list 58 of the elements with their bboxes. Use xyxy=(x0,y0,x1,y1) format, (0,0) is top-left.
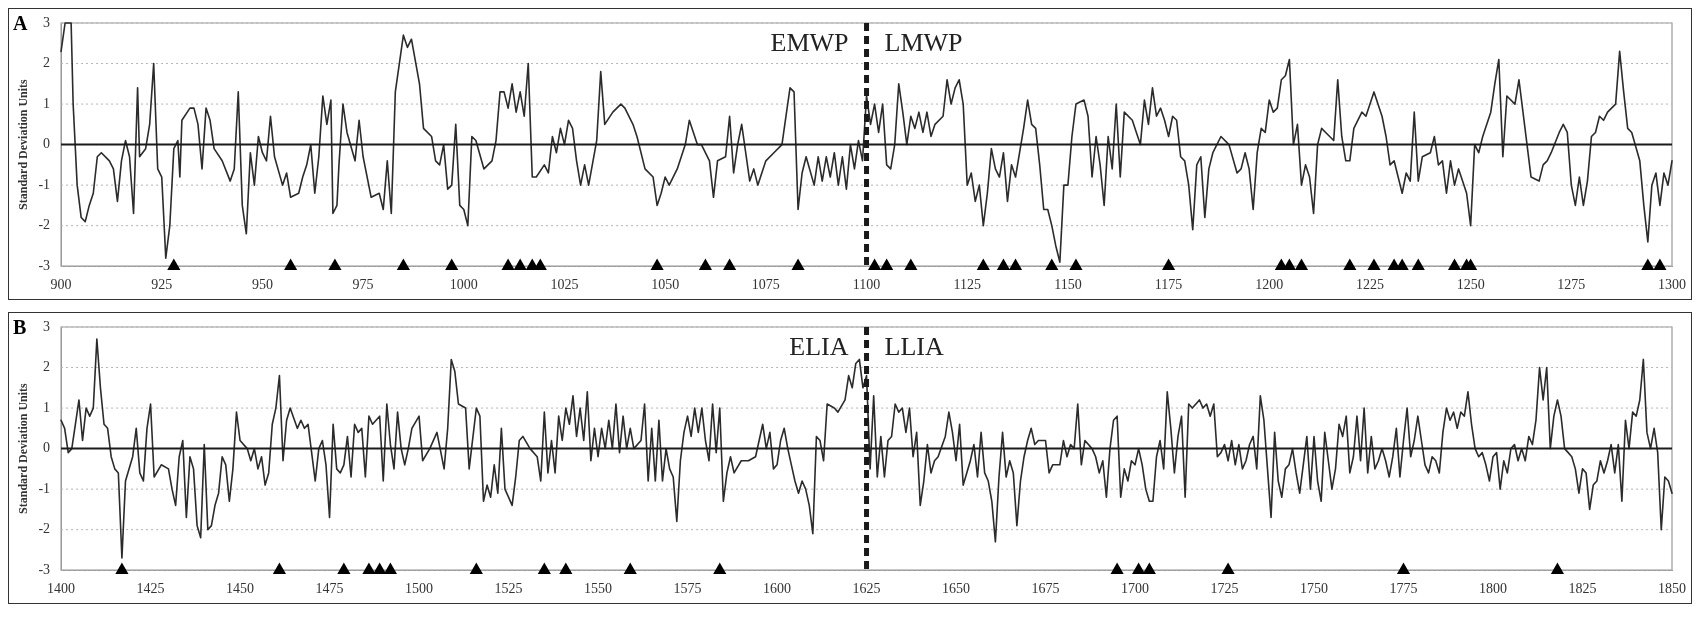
y-tick-label: -3 xyxy=(38,561,51,577)
x-tick-label: 925 xyxy=(151,277,173,293)
annotation: LLIA xyxy=(884,331,944,361)
y-tick-label: 1 xyxy=(43,399,51,415)
x-tick-label: 1475 xyxy=(315,581,344,597)
x-tick-label: 1850 xyxy=(1658,581,1686,597)
x-tick-label: 900 xyxy=(50,277,72,293)
y-tick-label: 0 xyxy=(43,440,51,456)
y-tick-label: 0 xyxy=(43,136,51,152)
x-tick-label: 975 xyxy=(352,277,374,293)
x-tick-label: 1025 xyxy=(550,277,579,293)
x-tick-label: 1300 xyxy=(1658,277,1686,293)
annotation: EMWP xyxy=(770,27,849,57)
y-tick-label: -1 xyxy=(38,176,51,192)
y-tick-label: -1 xyxy=(38,480,51,496)
x-tick-label: 1200 xyxy=(1255,277,1284,293)
x-tick-label: 1150 xyxy=(1054,277,1082,293)
x-tick-label: 1775 xyxy=(1389,581,1418,597)
x-tick-label: 950 xyxy=(251,277,273,293)
x-tick-label: 1400 xyxy=(47,581,76,597)
x-tick-label: 1100 xyxy=(852,277,881,293)
y-tick-label: -2 xyxy=(38,217,51,233)
x-tick-label: 1675 xyxy=(1031,581,1060,597)
x-tick-label: 1225 xyxy=(1355,277,1384,293)
y-tick-label: -3 xyxy=(38,257,51,273)
x-tick-label: 1000 xyxy=(449,277,478,293)
x-tick-label: 1625 xyxy=(852,581,881,597)
annotation: LMWP xyxy=(884,27,963,57)
y-axis-title: Standard Deviation Units xyxy=(16,78,31,210)
x-tick-label: 1050 xyxy=(651,277,680,293)
y-tick-label: 2 xyxy=(43,359,51,375)
y-tick-label: 1 xyxy=(43,95,51,111)
chart-title: A xyxy=(13,12,28,35)
x-tick-label: 1575 xyxy=(673,581,702,597)
x-tick-label: 1250 xyxy=(1456,277,1485,293)
x-tick-label: 1425 xyxy=(136,581,165,597)
x-tick-label: 1600 xyxy=(763,581,792,597)
x-tick-label: 1550 xyxy=(584,581,613,597)
y-tick-label: 3 xyxy=(43,14,51,30)
x-tick-label: 1500 xyxy=(405,581,434,597)
annotation: ELIA xyxy=(789,331,849,361)
x-tick-label: 1125 xyxy=(953,277,981,293)
x-tick-label: 1450 xyxy=(226,581,255,597)
x-tick-label: 1800 xyxy=(1479,581,1508,597)
x-tick-label: 1075 xyxy=(751,277,780,293)
y-tick-label: 3 xyxy=(43,318,51,334)
x-tick-label: 1650 xyxy=(942,581,971,597)
x-tick-label: 1750 xyxy=(1300,581,1329,597)
x-tick-label: 1700 xyxy=(1121,581,1150,597)
y-axis-title: Standard Deviation Units xyxy=(16,382,31,514)
x-tick-label: 1525 xyxy=(494,581,523,597)
y-tick-label: -2 xyxy=(38,521,51,537)
x-tick-label: 1275 xyxy=(1557,277,1586,293)
y-tick-label: 2 xyxy=(43,55,51,71)
x-tick-label: 1725 xyxy=(1210,581,1239,597)
x-tick-label: 1175 xyxy=(1154,277,1183,293)
x-tick-label: 1825 xyxy=(1568,581,1597,597)
chart-title: B xyxy=(13,316,27,339)
